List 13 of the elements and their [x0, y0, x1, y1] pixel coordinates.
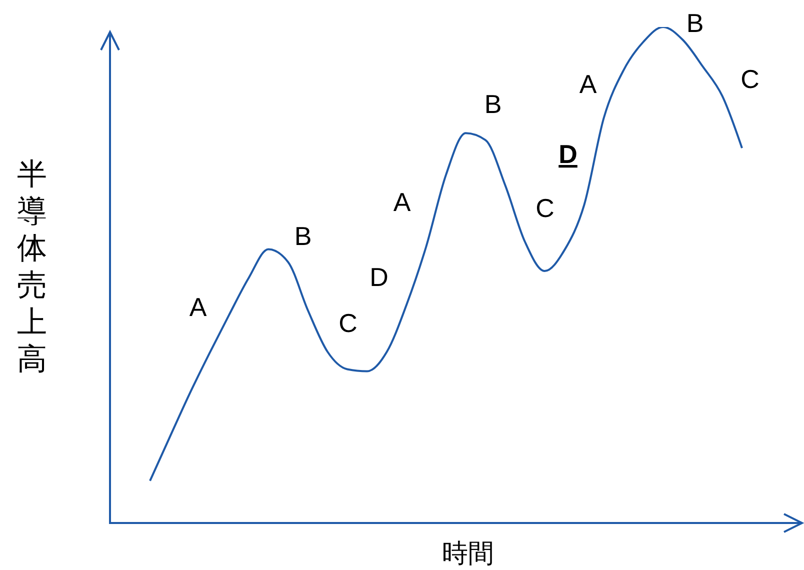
annotation: C: [338, 308, 358, 338]
annotation: C: [536, 193, 554, 223]
annotation: A: [393, 187, 412, 217]
annotation: C: [740, 64, 760, 94]
annotation: D: [558, 139, 578, 169]
y-axis-title: 半導体売上高: [16, 156, 48, 378]
annotation: B: [484, 89, 502, 119]
annotation: A: [579, 69, 598, 99]
annotation: A: [189, 292, 208, 322]
annotation: B: [294, 221, 312, 251]
x-axis-title: 時間: [441, 538, 495, 570]
annotation: D: [370, 262, 388, 292]
annotation: B: [686, 8, 704, 38]
